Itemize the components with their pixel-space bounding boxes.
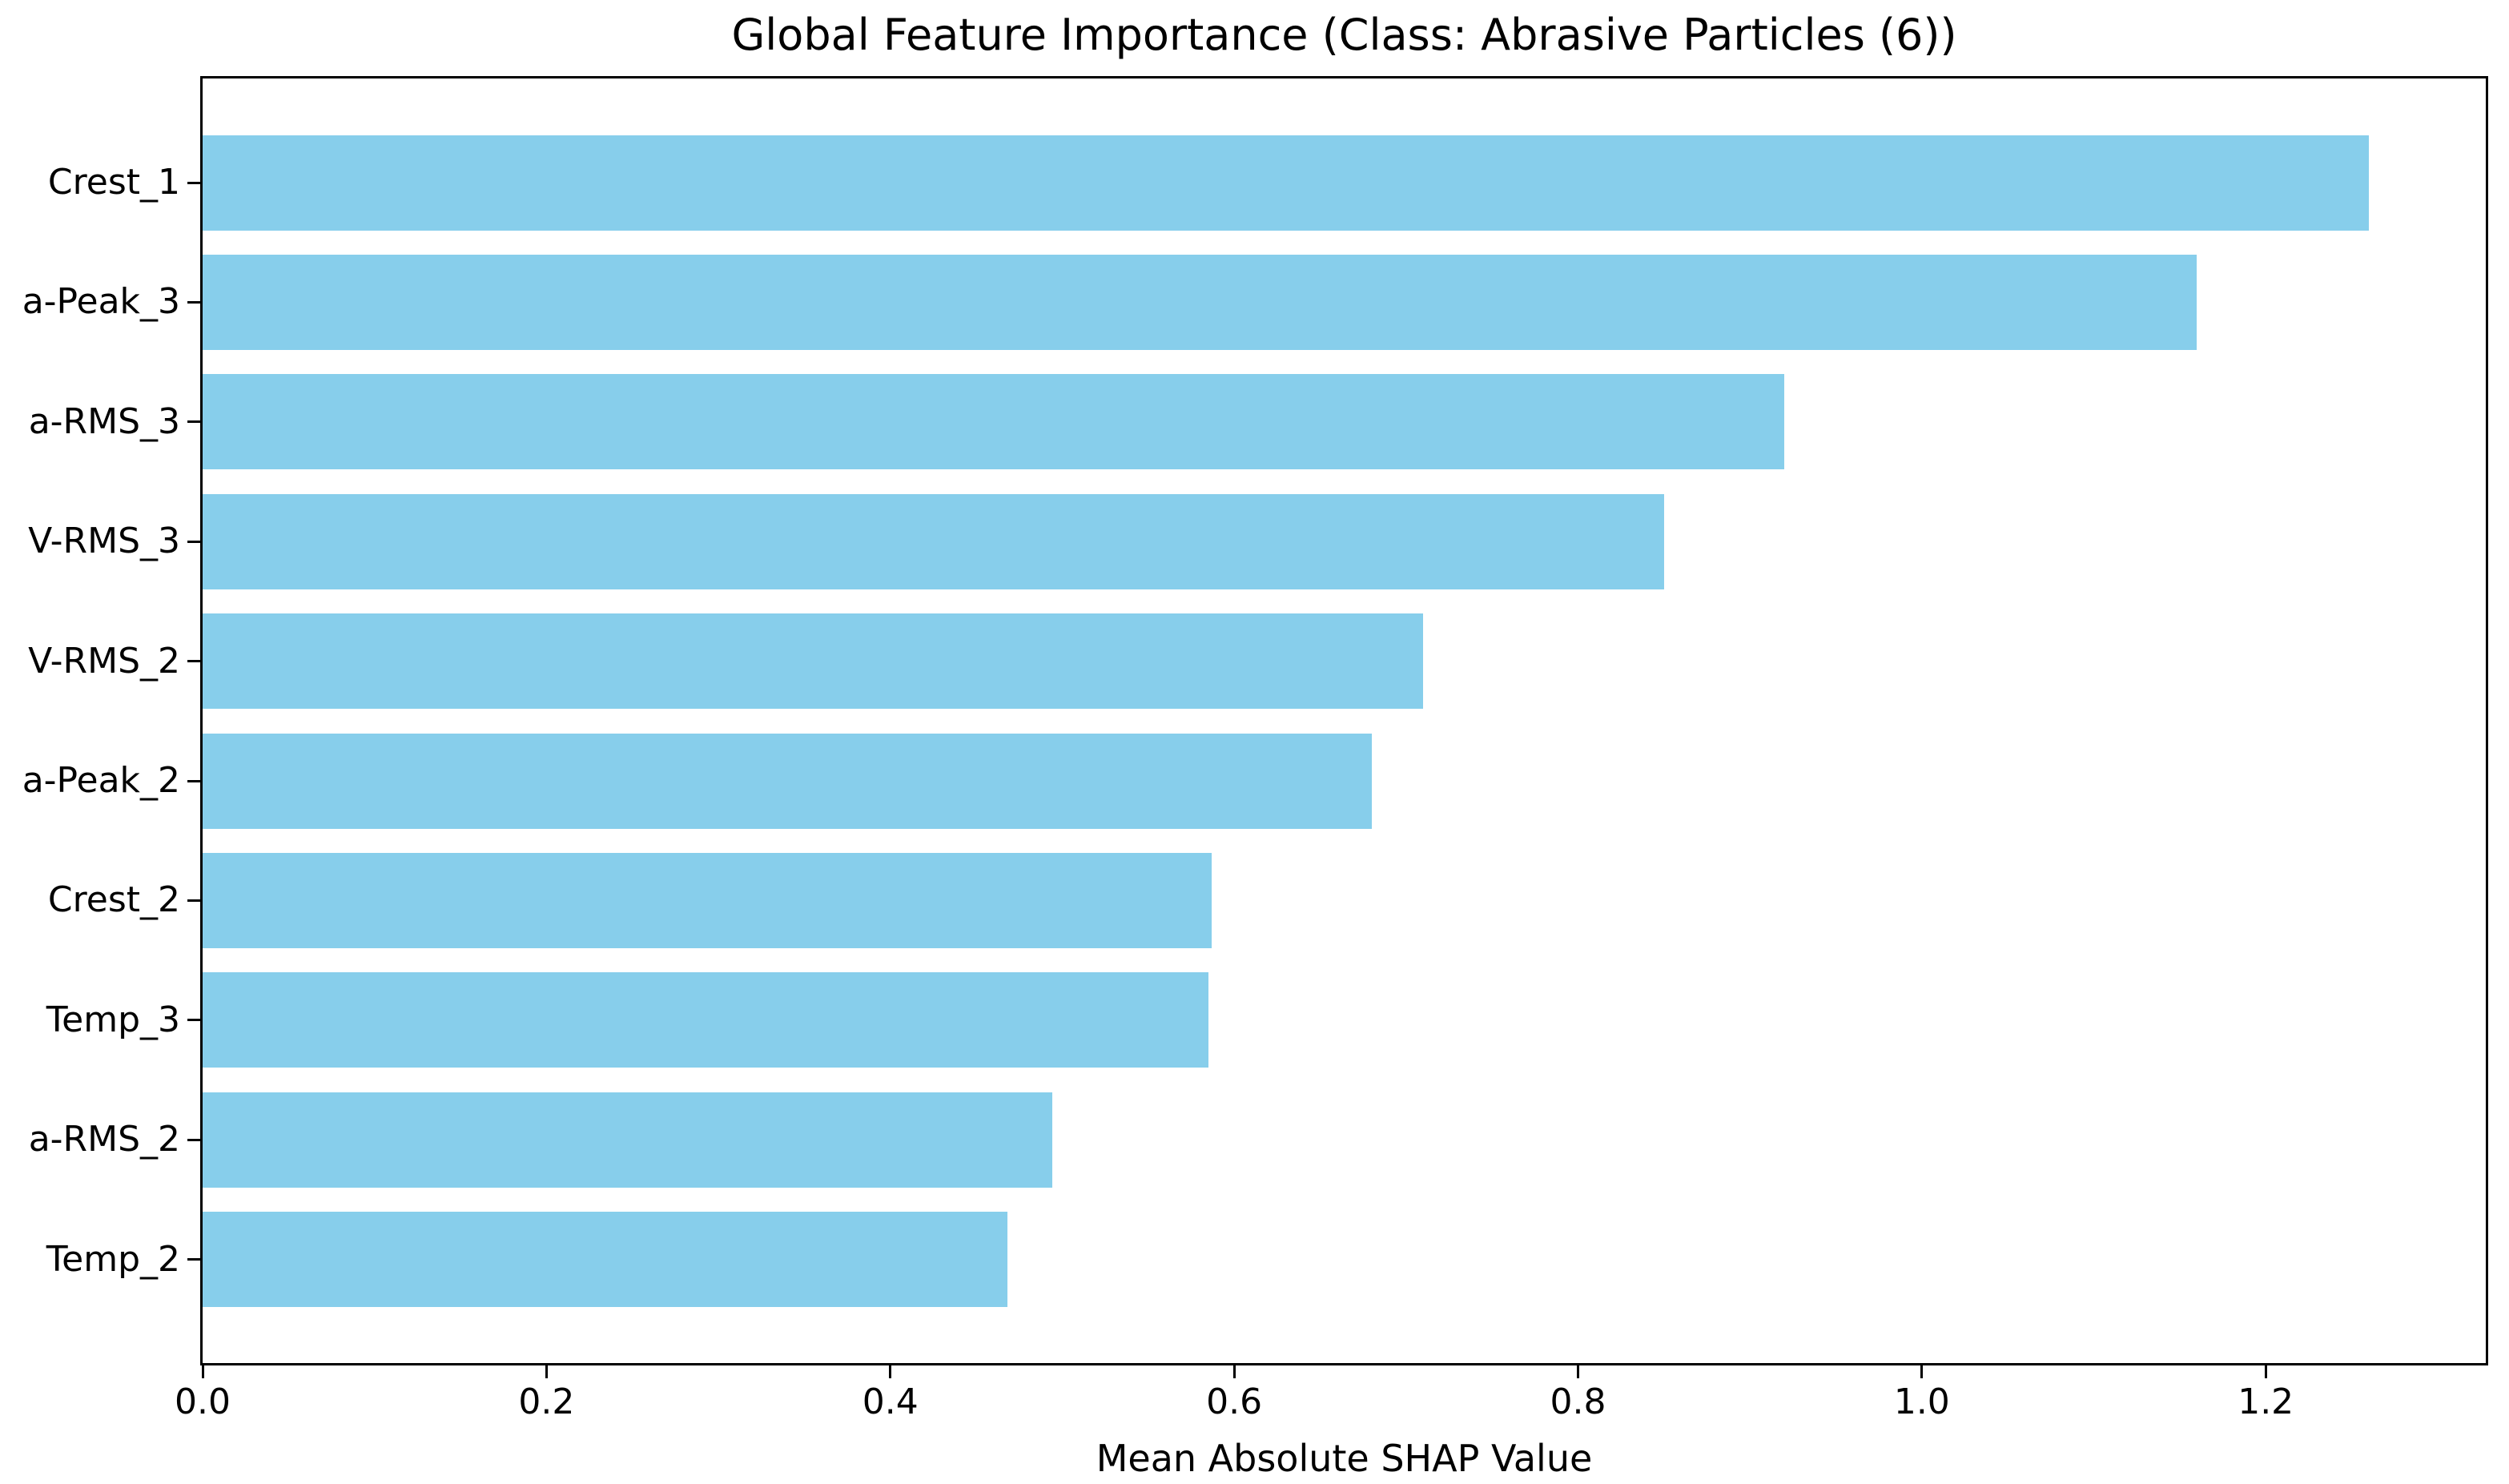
chart-title: Global Feature Importance (Class: Abrasi… (731, 10, 1957, 60)
x-axis-label: Mean Absolute SHAP Value (1096, 1437, 1593, 1480)
y-tick-mark (187, 1019, 200, 1022)
y-tick-mark (187, 1258, 200, 1261)
x-tick-label: 0.2 (518, 1381, 575, 1422)
x-tick-mark (201, 1365, 204, 1378)
y-tick-label-a-rms-2: a-RMS_2 (28, 1119, 180, 1160)
y-tick-label-v-rms-2: V-RMS_2 (28, 640, 180, 682)
y-tick-mark (187, 899, 200, 902)
y-tick-label-v-rms-3: V-RMS_3 (28, 521, 180, 562)
y-tick-label-a-rms-3: a-RMS_3 (28, 400, 180, 442)
bar-v-rms-3 (203, 493, 1664, 589)
y-tick-mark (187, 300, 200, 304)
x-tick-label: 0.8 (1550, 1381, 1606, 1422)
x-tick-mark (545, 1365, 548, 1378)
bar-a-rms-2 (203, 1092, 1052, 1188)
y-tick-label-a-peak-3: a-Peak_3 (22, 281, 180, 323)
bar-crest-2 (203, 852, 1212, 948)
y-tick-label-temp-3: Temp_3 (46, 999, 180, 1040)
y-tick-mark (187, 779, 200, 782)
bar-a-peak-3 (203, 254, 2197, 350)
x-tick-label: 0.0 (175, 1381, 231, 1422)
bar-temp-3 (203, 972, 1208, 1068)
y-tick-mark (187, 420, 200, 424)
bar-temp-2 (203, 1212, 1007, 1308)
x-tick-mark (1920, 1365, 1924, 1378)
x-tick-label: 0.4 (862, 1381, 919, 1422)
y-tick-label-a-peak-2: a-Peak_2 (22, 760, 180, 801)
bar-a-peak-2 (203, 733, 1372, 829)
plot-area (200, 76, 2488, 1365)
y-tick-label-crest-1: Crest_1 (47, 162, 180, 203)
y-tick-mark (187, 660, 200, 663)
y-tick-mark (187, 540, 200, 543)
y-tick-label-temp-2: Temp_2 (46, 1238, 180, 1280)
x-tick-mark (1576, 1365, 1579, 1378)
x-tick-label: 1.0 (1893, 1381, 1950, 1422)
x-tick-mark (1232, 1365, 1236, 1378)
x-tick-label: 1.2 (2238, 1381, 2294, 1422)
y-tick-mark (187, 1138, 200, 1141)
bar-crest-1 (203, 135, 2369, 231)
y-tick-mark (187, 181, 200, 184)
x-tick-label: 0.6 (1206, 1381, 1263, 1422)
x-tick-mark (889, 1365, 892, 1378)
y-tick-label-crest-2: Crest_2 (47, 879, 180, 921)
bar-v-rms-2 (203, 613, 1424, 710)
x-tick-mark (2264, 1365, 2267, 1378)
bar-a-rms-3 (203, 374, 1785, 470)
